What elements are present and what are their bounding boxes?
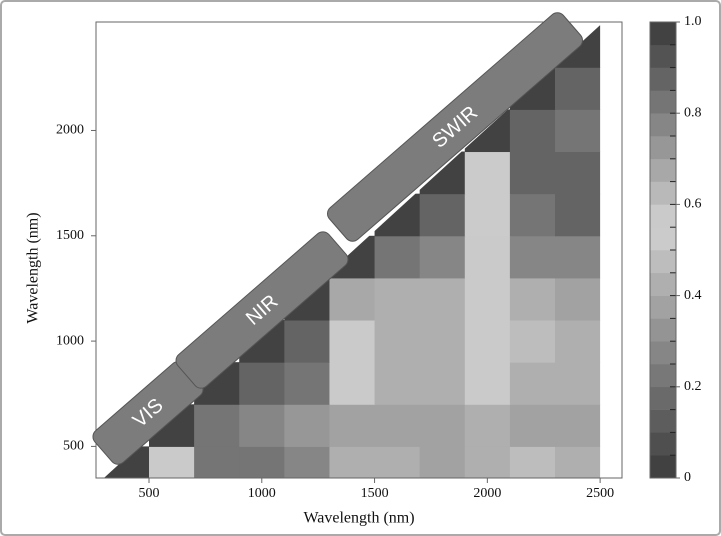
contour-cell	[329, 446, 376, 478]
contour-cell	[374, 320, 421, 363]
contour-cell	[149, 446, 195, 478]
contour-cell	[464, 193, 511, 237]
contour-cell	[555, 446, 601, 478]
contour-cell	[509, 320, 556, 363]
contour-cell	[555, 404, 601, 447]
contour-cell	[509, 362, 556, 405]
contour-cell	[555, 67, 601, 110]
y-tick-label: 2000	[56, 123, 84, 138]
contour-cell	[555, 362, 601, 405]
contour-cell	[329, 362, 376, 405]
contour-cell	[464, 151, 511, 195]
y-axis-label: Wavelength (nm)	[25, 212, 42, 323]
colorbar-tick-label: 0.8	[684, 105, 702, 120]
colorbar-band	[650, 455, 676, 479]
contour-cell	[464, 362, 511, 405]
colorbar-band	[650, 409, 676, 433]
region-box	[327, 12, 583, 242]
contour-cell	[419, 446, 466, 478]
contour-cell	[284, 446, 330, 478]
colorbar-band	[650, 22, 676, 46]
x-tick-label: 2000	[473, 486, 501, 501]
contour-cell	[509, 277, 556, 321]
colorbar-band	[650, 272, 676, 296]
colorbar-band	[650, 181, 676, 205]
colorbar-band	[650, 341, 676, 365]
colorbar-band	[650, 90, 676, 114]
colorbar-band	[650, 227, 676, 251]
colorbar-band	[650, 44, 676, 68]
region-box	[175, 231, 349, 389]
contour-cell	[374, 404, 421, 447]
x-tick-label: 500	[139, 486, 160, 501]
contour-cell	[464, 277, 511, 321]
contour-cell	[239, 362, 285, 405]
colorbar-band	[650, 113, 676, 137]
contour-cell	[464, 446, 511, 478]
contour-cell	[555, 235, 601, 279]
region-annotation: NIR	[175, 231, 349, 389]
colorbar-band	[650, 386, 676, 410]
contour-cell	[419, 362, 466, 405]
contour-cell	[509, 235, 556, 279]
contour-cell	[329, 277, 376, 321]
contour-cell	[194, 404, 240, 447]
colorbar-band	[650, 250, 676, 274]
contour-cell	[509, 446, 556, 478]
y-tick-label: 1500	[56, 228, 84, 243]
contour-cell	[374, 235, 421, 279]
x-tick-label: 2500	[586, 486, 614, 501]
colorbar-tick-label: 0.6	[684, 197, 702, 212]
x-tick-label: 1500	[361, 486, 389, 501]
contour-cell	[419, 235, 466, 279]
contour-cell	[555, 151, 601, 195]
colorbar-tick-label: 0	[684, 470, 691, 485]
contour-cell	[509, 109, 556, 153]
colorbar-band	[650, 318, 676, 342]
colorbar-band	[650, 432, 676, 456]
colorbar-band	[650, 295, 676, 319]
contour-cell	[464, 404, 511, 447]
contour-cell	[329, 320, 376, 363]
x-axis-label: Wavelength (nm)	[303, 510, 414, 527]
region-annotation: VIS	[92, 361, 204, 465]
contour-cell	[284, 320, 330, 363]
contour-cell	[419, 404, 466, 447]
y-tick-label: 500	[63, 439, 84, 454]
colorbar-band	[650, 364, 676, 388]
contour-cell	[509, 193, 556, 237]
contour-cell	[374, 446, 421, 478]
colorbar-band	[650, 204, 676, 228]
contour-cell	[419, 320, 466, 363]
contour-cell	[555, 193, 601, 237]
colorbar-band	[650, 136, 676, 160]
contour-cell	[239, 446, 285, 478]
colorbar-band	[650, 158, 676, 182]
y-tick-label: 1000	[56, 333, 84, 348]
contour-cell	[284, 362, 330, 405]
colorbar-frame	[649, 21, 677, 479]
colorbar-tick-label: 1.0	[684, 14, 702, 29]
x-tick-label: 1000	[248, 486, 276, 501]
contour-cell	[509, 404, 556, 447]
contour-cell	[555, 109, 601, 153]
colorbar-tick-label: 0.2	[684, 379, 702, 394]
contour-cell	[194, 446, 240, 478]
plot-frame	[95, 21, 623, 479]
contour-cell	[555, 320, 601, 363]
contour-cell	[555, 277, 601, 321]
contour-cell	[374, 277, 421, 321]
contour-cell	[464, 320, 511, 363]
contour-cell	[419, 277, 466, 321]
contour-cell	[419, 193, 466, 237]
contour-cell	[464, 235, 511, 279]
contour-cell	[374, 362, 421, 405]
contour-cell	[239, 404, 285, 447]
colorbar-tick-label: 0.4	[684, 288, 702, 303]
contour-cell	[329, 404, 376, 447]
contour-cell	[509, 151, 556, 195]
contour-cell	[284, 404, 330, 447]
colorbar-band	[650, 67, 676, 91]
